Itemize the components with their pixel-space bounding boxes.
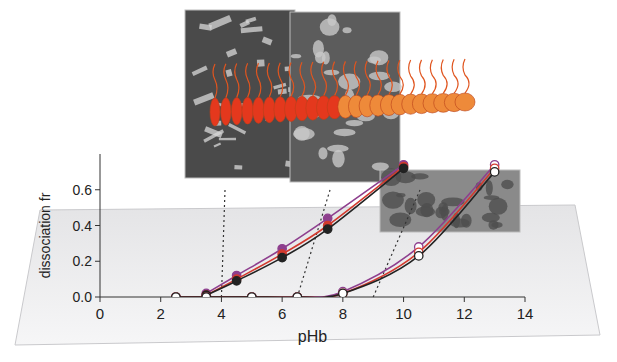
x-tick (464, 297, 465, 302)
guide (221, 190, 225, 297)
x-tick-label: 8 (339, 305, 347, 322)
y-tick (95, 261, 100, 262)
x-tick-label: 10 (395, 305, 412, 322)
x-tick-label: 14 (517, 305, 534, 322)
x-tick-label: 6 (278, 305, 286, 322)
x-tick (403, 297, 404, 302)
micrograph (290, 12, 402, 182)
plot-area (172, 161, 499, 297)
point (248, 293, 256, 297)
point (293, 293, 301, 297)
x-tick (100, 297, 101, 302)
point (415, 252, 423, 260)
point (293, 293, 301, 297)
series-line (176, 168, 495, 297)
guide (297, 190, 330, 297)
point (248, 293, 256, 297)
point (202, 293, 210, 297)
y-tick (95, 189, 100, 190)
y-tick-label: 0.6 (73, 182, 93, 198)
point (202, 293, 210, 297)
point (490, 168, 498, 176)
point (172, 293, 180, 297)
x-axis-label: pHb (298, 328, 327, 345)
guide (373, 190, 420, 297)
x-tick (342, 297, 343, 302)
point (172, 293, 180, 297)
point (202, 293, 210, 297)
point (293, 293, 301, 297)
point (399, 164, 407, 172)
point (339, 289, 347, 297)
series-line (176, 165, 495, 297)
micrograph (380, 168, 520, 232)
x-tick-label: 12 (456, 305, 473, 322)
molecules (210, 59, 475, 126)
y-tick (95, 297, 100, 298)
x-tick-label: 4 (217, 305, 225, 322)
x-tick-label: 0 (96, 305, 104, 322)
point (172, 293, 180, 297)
point (232, 277, 240, 285)
series-line (176, 172, 495, 297)
y-tick (95, 225, 100, 226)
x-tick-label: 2 (157, 305, 165, 322)
y-tick-label: 0.0 (73, 289, 93, 305)
y-tick-label: 0.2 (73, 253, 93, 269)
chart: 0 2 4 6 8 10 12 14 0.0 0.2 0.4 0.6 pHb dissociation f… (0, 0, 617, 362)
point (278, 253, 286, 261)
y-tick-label: 0.4 (73, 218, 93, 234)
figure: {"chart_data": { "type": "line", "x_labe… (0, 0, 617, 362)
point (323, 225, 331, 233)
x-tick (282, 297, 283, 302)
series-line (206, 167, 403, 296)
x-tick (221, 297, 222, 302)
x-tick (160, 297, 161, 302)
point (248, 293, 256, 297)
series-line (206, 165, 403, 294)
x-tick (525, 297, 526, 302)
y-axis-label: dissociation fr (37, 192, 53, 278)
point (339, 289, 347, 297)
